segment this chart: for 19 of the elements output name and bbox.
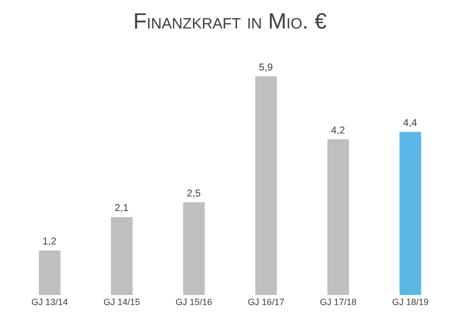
data-label: 4,4	[403, 118, 418, 129]
x-tick-label: GJ 15/16	[176, 297, 212, 307]
data-label: 2,5	[186, 188, 202, 200]
x-tick-label: GJ 16/17	[248, 297, 284, 307]
bar	[38, 250, 60, 295]
data-label: 2,1	[114, 203, 129, 214]
data-label: 4,2	[331, 125, 346, 136]
data-label: 5,9	[258, 62, 274, 74]
bar	[255, 76, 277, 295]
data-label: 1,2	[42, 236, 57, 248]
bar	[183, 202, 205, 295]
x-tick-label: GJ 14/15	[104, 297, 140, 307]
bar	[327, 139, 350, 295]
bar	[110, 217, 133, 295]
chart-title: Finanzkraft in Mio. €	[133, 8, 327, 34]
x-tick-label: GJ 13/14	[31, 297, 68, 307]
x-tick-label: GJ 17/18	[320, 297, 356, 307]
bar	[400, 132, 422, 295]
x-tick-label: GJ 18/19	[392, 297, 429, 307]
